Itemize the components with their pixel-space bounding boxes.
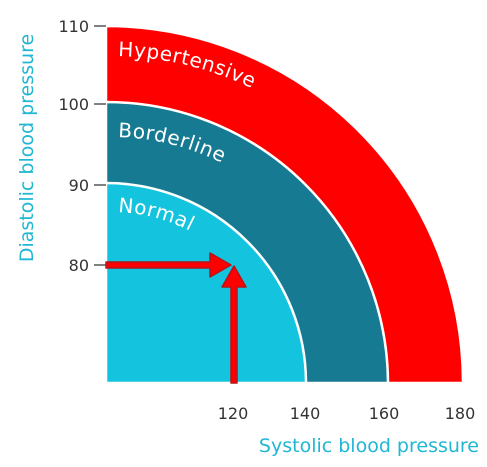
x-tick-label: 160 — [369, 404, 400, 423]
y-axis-title: Diastolic blood pressure — [16, 34, 38, 262]
measurement-marker — [105, 252, 247, 384]
y-axis: 80 90 100 110 — [58, 17, 106, 275]
y-tick-label: 90 — [69, 176, 89, 195]
y-tick-label: 80 — [69, 256, 89, 275]
x-tick-label: 120 — [218, 404, 249, 423]
x-tick-label: 140 — [290, 404, 321, 423]
y-tick-label: 110 — [58, 17, 89, 36]
x-tick-label: 180 — [445, 404, 476, 423]
systolic-arrow — [221, 265, 247, 384]
normal-zone — [104, 181, 308, 385]
diastolic-arrow — [105, 252, 232, 278]
x-axis: 120 140 160 180 — [218, 404, 476, 423]
y-tick-label: 100 — [58, 95, 89, 114]
x-axis-title: Systolic blood pressure — [259, 435, 479, 457]
